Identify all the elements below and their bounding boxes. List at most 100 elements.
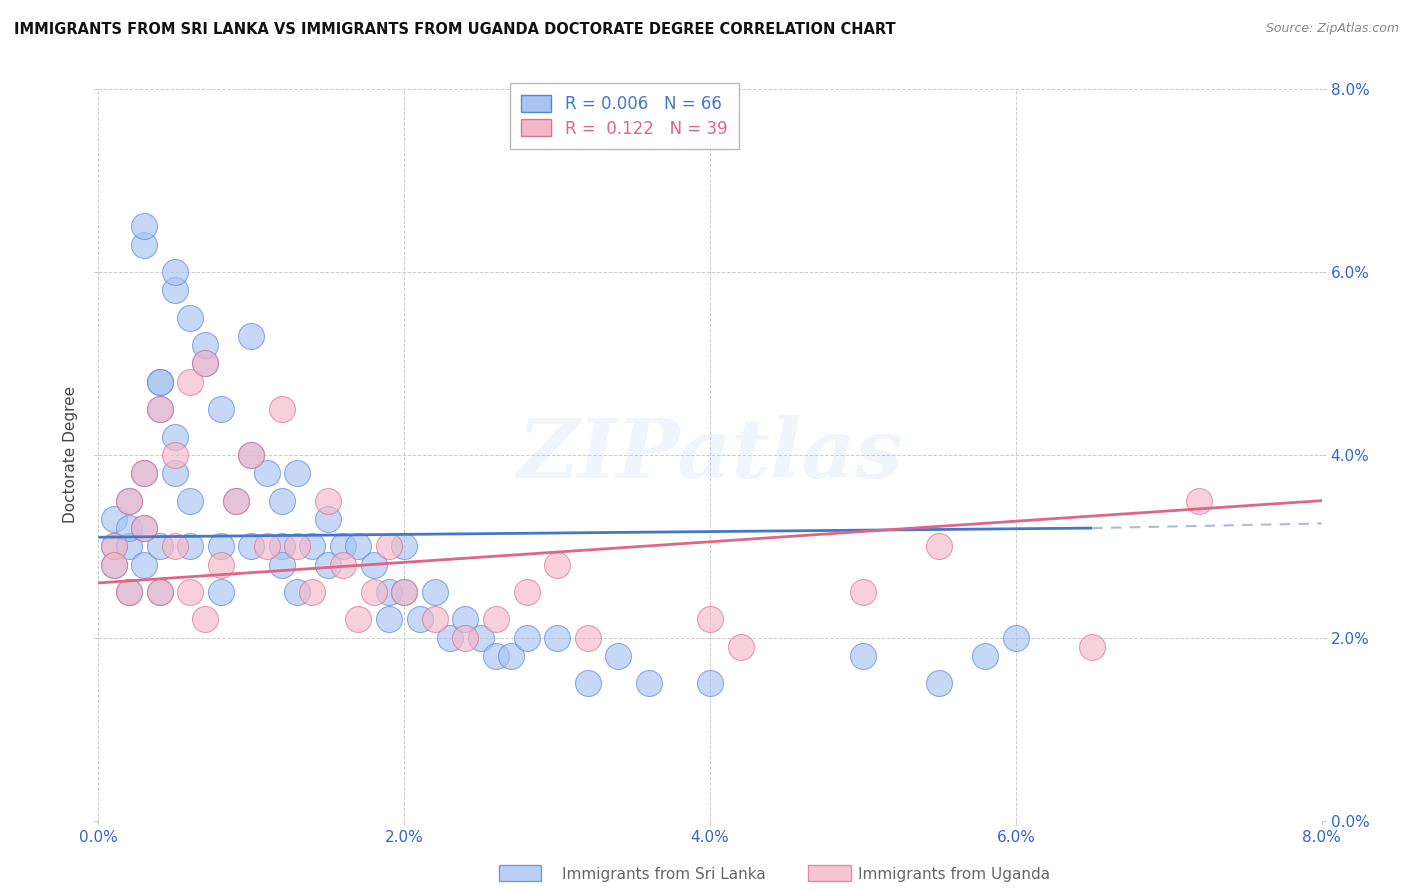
Point [134, 521, 156, 535]
Point [149, 402, 172, 417]
Point [285, 585, 308, 599]
Point [270, 493, 294, 508]
Text: Immigrants from Uganda: Immigrants from Uganda [858, 867, 1050, 881]
Point [149, 375, 172, 389]
Point [423, 585, 446, 599]
Point [363, 558, 385, 572]
Point [607, 649, 630, 664]
Text: IMMIGRANTS FROM SRI LANKA VS IMMIGRANTS FROM UGANDA DOCTORATE DEGREE CORRELATION: IMMIGRANTS FROM SRI LANKA VS IMMIGRANTS … [14, 22, 896, 37]
Point [163, 539, 186, 553]
Point [378, 585, 401, 599]
Point [194, 356, 217, 371]
Point [179, 493, 201, 508]
Point [209, 585, 232, 599]
Point [163, 265, 186, 279]
Point [149, 585, 172, 599]
Point [316, 493, 339, 508]
Point [439, 631, 461, 645]
Point [637, 676, 661, 690]
Point [149, 402, 172, 417]
Point [392, 585, 416, 599]
Point [103, 539, 125, 553]
Point [163, 429, 186, 443]
Point [163, 448, 186, 462]
Point [149, 539, 172, 553]
Point [1188, 493, 1211, 508]
Point [149, 375, 172, 389]
Point [163, 466, 186, 480]
Point [699, 613, 721, 627]
Point [270, 539, 294, 553]
Point [516, 631, 538, 645]
Point [118, 585, 141, 599]
Point [118, 521, 141, 535]
Point [363, 585, 385, 599]
Point [256, 539, 278, 553]
Text: Immigrants from Sri Lanka: Immigrants from Sri Lanka [562, 867, 766, 881]
Point [301, 585, 323, 599]
Point [134, 237, 156, 252]
Point [392, 585, 416, 599]
Point [240, 448, 263, 462]
Point [179, 375, 201, 389]
Point [179, 585, 201, 599]
Point [240, 448, 263, 462]
Point [179, 310, 201, 325]
Point [546, 558, 568, 572]
Point [332, 558, 354, 572]
Point [454, 613, 477, 627]
Point [285, 539, 308, 553]
Point [576, 676, 599, 690]
Point [485, 649, 508, 664]
Point [194, 338, 217, 352]
Point [209, 539, 232, 553]
Point [316, 512, 339, 526]
Point [454, 631, 477, 645]
Point [316, 558, 339, 572]
Point [285, 466, 308, 480]
Point [103, 558, 125, 572]
Point [378, 539, 401, 553]
Point [209, 558, 232, 572]
Point [928, 539, 950, 553]
Point [103, 512, 125, 526]
Point [347, 539, 370, 553]
Point [699, 676, 721, 690]
Point [225, 493, 247, 508]
Point [149, 585, 172, 599]
Point [974, 649, 997, 664]
Text: Source: ZipAtlas.com: Source: ZipAtlas.com [1265, 22, 1399, 36]
Point [103, 539, 125, 553]
Point [576, 631, 599, 645]
Point [378, 613, 401, 627]
Point [209, 402, 232, 417]
Point [118, 493, 141, 508]
Point [240, 329, 263, 343]
Point [516, 585, 538, 599]
Point [347, 613, 370, 627]
Point [103, 558, 125, 572]
Point [270, 558, 294, 572]
Point [118, 585, 141, 599]
Point [118, 493, 141, 508]
Point [134, 558, 156, 572]
Point [179, 539, 201, 553]
Point [546, 631, 568, 645]
Point [134, 466, 156, 480]
Point [423, 613, 446, 627]
Point [256, 466, 278, 480]
Point [194, 613, 217, 627]
Point [1081, 640, 1104, 654]
Point [332, 539, 354, 553]
Point [134, 466, 156, 480]
Point [730, 640, 752, 654]
Point [928, 676, 950, 690]
Point [392, 539, 416, 553]
Point [163, 284, 186, 298]
Point [1004, 631, 1026, 645]
Point [270, 402, 294, 417]
Text: ZIPatlas: ZIPatlas [517, 415, 903, 495]
Point [194, 356, 217, 371]
Y-axis label: Doctorate Degree: Doctorate Degree [63, 386, 79, 524]
Legend: R = 0.006   N = 66, R =  0.122   N = 39: R = 0.006 N = 66, R = 0.122 N = 39 [510, 83, 740, 149]
